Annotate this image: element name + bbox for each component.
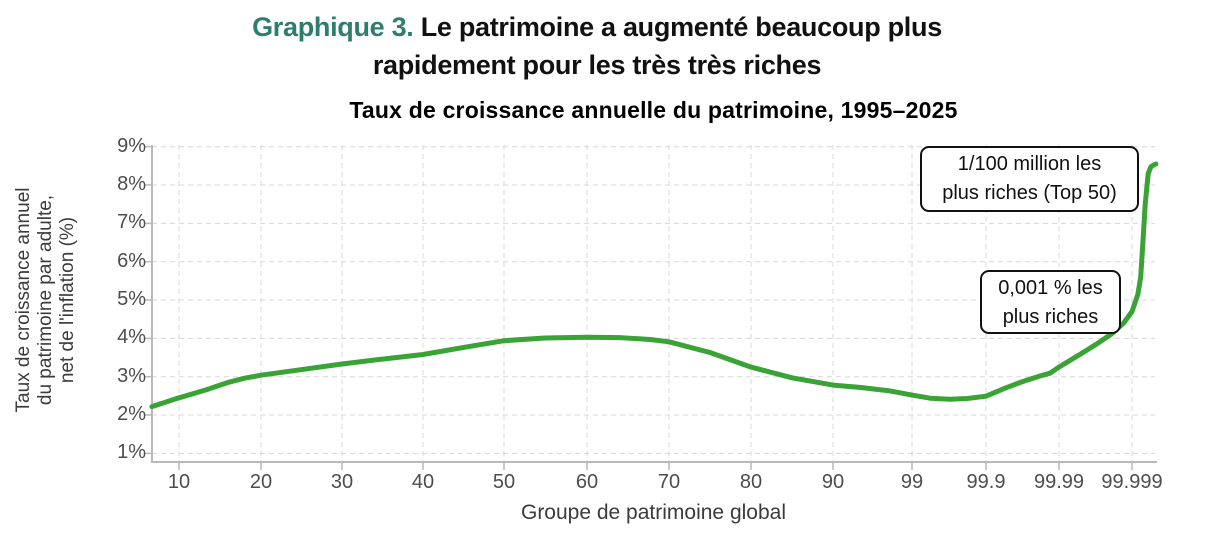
x-tick-label: 99.99: [1033, 471, 1085, 493]
y-tick-label: 6%: [117, 249, 146, 272]
x-tick-label: 40: [411, 471, 435, 493]
chart-subtitle: Taux de croissance annuelle du patrimoin…: [349, 97, 958, 123]
y-tick-label: 8%: [117, 173, 146, 196]
y-tick-label: 9%: [117, 134, 146, 157]
x-tick-label: 99: [900, 471, 924, 493]
figure-title-line2: rapidement pour les très très riches: [372, 50, 822, 80]
x-tick-label: 70: [657, 471, 681, 493]
x-tick-label: 50: [492, 471, 516, 493]
y-tick-label: 1%: [117, 441, 146, 464]
x-tick-label: 99.9: [966, 471, 1006, 493]
annotation-0001pct-line2: plus riches: [1002, 306, 1099, 328]
figure-title: Graphique 3. Le patrimoine a augmenté be…: [0, 8, 1194, 84]
annotation-top50-line1: 1/100 million les: [957, 153, 1102, 175]
figure-title-line1: Graphique 3. Le patrimoine a augmenté be…: [0, 8, 1194, 46]
x-tick-label: 90: [821, 471, 845, 493]
growth-line: [149, 161, 1159, 410]
y-tick-label: 4%: [117, 326, 146, 349]
annotation-0001pct-line1: 0,001 % les: [998, 277, 1103, 299]
annotation-top50-box: 1/100 million les plus riches (Top 50): [920, 146, 1139, 212]
x-tick-label: 80: [739, 471, 763, 493]
figure-number-label: Graphique 3.: [252, 12, 414, 42]
annotation-top50-line2: plus riches (Top 50): [942, 182, 1117, 204]
y-tick-label: 3%: [117, 364, 146, 387]
y-tick-label: 2%: [117, 403, 146, 426]
x-tick-label: 30: [330, 471, 354, 493]
x-axis-title: Groupe de patrimoine global: [520, 501, 786, 524]
x-tick-label: 10: [167, 471, 191, 493]
annotation-0001pct-box: 0,001 % les plus riches: [980, 270, 1121, 334]
x-tick-label: 60: [575, 471, 599, 493]
x-tick-label: 20: [249, 471, 273, 493]
figure-title-text: Le patrimoine a augmenté beaucoup plus: [420, 12, 943, 42]
y-tick-label: 7%: [117, 211, 146, 234]
y-tick-label: 5%: [117, 288, 146, 311]
x-tick-label: 99.999: [1101, 471, 1163, 493]
